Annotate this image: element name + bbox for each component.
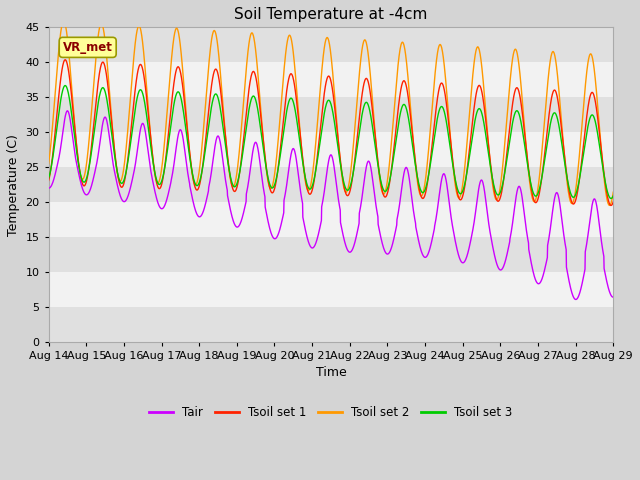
Y-axis label: Temperature (C): Temperature (C)	[7, 133, 20, 236]
Bar	[49, 27, 613, 62]
Bar	[49, 237, 613, 272]
Bar	[49, 307, 613, 342]
Title: Soil Temperature at -4cm: Soil Temperature at -4cm	[234, 7, 428, 22]
Legend: Tair, Tsoil set 1, Tsoil set 2, Tsoil set 3: Tair, Tsoil set 1, Tsoil set 2, Tsoil se…	[145, 402, 517, 424]
X-axis label: Time: Time	[316, 366, 346, 380]
Text: VR_met: VR_met	[63, 41, 113, 54]
Bar	[49, 167, 613, 202]
Bar	[49, 97, 613, 132]
